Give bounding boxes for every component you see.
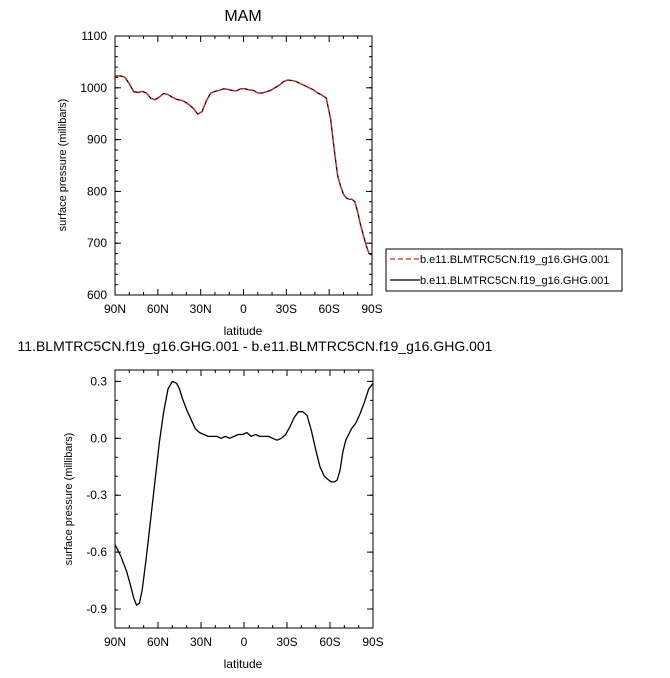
bottom-y-tick-label: -0.6 xyxy=(86,545,107,559)
bottom-x-tick-label: 0 xyxy=(241,635,248,649)
bottom-x-tick-label: 30N xyxy=(190,635,212,649)
bottom-y-tick-label: -0.9 xyxy=(86,602,107,616)
bottom-series-group xyxy=(114,380,374,606)
bottom-y-axis: -0.9 -0.6 -0.3 0.0 0.3 xyxy=(86,374,373,629)
top-chart-title: MAM xyxy=(224,8,261,25)
bottom-y-tick-label: 0.0 xyxy=(90,431,107,445)
top-y-tick-label: 700 xyxy=(87,236,107,250)
top-x-tick-label: 30N xyxy=(190,302,212,316)
bottom-y-tick-label: -0.3 xyxy=(86,488,107,502)
top-y-tick-label: 800 xyxy=(87,184,107,198)
top-series-line-dashed xyxy=(114,75,373,256)
top-x-tick-label: 0 xyxy=(240,302,247,316)
legend: b.e11.BLMTRC5CN.f19_g16.GHG.001 b.e11.BL… xyxy=(385,248,623,292)
top-y-axis: 600 700 800 900 1000 1100 xyxy=(80,29,372,302)
top-y-tick-label: 900 xyxy=(87,133,107,147)
top-y-tick-label: 600 xyxy=(87,288,107,302)
top-series-group xyxy=(114,75,373,256)
top-y-tick-label: 1100 xyxy=(81,29,107,43)
top-x-tick-label: 60N xyxy=(147,302,169,316)
top-x-tick-label: 90S xyxy=(361,302,382,316)
bottom-x-tick-label: 90S xyxy=(362,635,383,649)
bottom-series-line-solid xyxy=(114,380,374,606)
bottom-plot-frame xyxy=(114,369,374,629)
top-x-axis: 90N 60N 30N 0 30S 60S 90S xyxy=(104,36,383,316)
top-x-axis-label: latitude xyxy=(224,324,263,338)
bottom-y-tick-label: 0.3 xyxy=(90,374,107,388)
legend-entry-2: b.e11.BLMTRC5CN.f19_g16.GHG.001 xyxy=(420,275,609,287)
bottom-x-tick-label: 90N xyxy=(104,635,126,649)
bottom-chart: 11.BLMTRC5CN.f19_g16.GHG.001 - b.e11.BLM… xyxy=(18,338,493,671)
top-x-tick-label: 90N xyxy=(104,302,126,316)
bottom-x-tick-label: 60S xyxy=(319,635,340,649)
legend-frame xyxy=(385,248,623,292)
bottom-y-axis-label: surface pressure (millibars) xyxy=(63,433,75,566)
top-x-tick-label: 60S xyxy=(318,302,339,316)
top-series-line-solid xyxy=(115,75,373,256)
top-y-axis-label: surface pressure (millibars) xyxy=(57,99,69,232)
top-x-tick-label: 30S xyxy=(276,302,297,316)
top-y-tick-label: 1000 xyxy=(80,81,107,95)
bottom-x-tick-label: 30S xyxy=(276,635,297,649)
legend-entry-1: b.e11.BLMTRC5CN.f19_g16.GHG.001 xyxy=(420,254,609,266)
bottom-x-tick-label: 60N xyxy=(147,635,169,649)
bottom-chart-title: 11.BLMTRC5CN.f19_g16.GHG.001 - b.e11.BLM… xyxy=(18,338,493,354)
bottom-x-axis: 90N 60N 30N 0 30S 60S 90S xyxy=(104,370,384,649)
top-chart: MAM 90N 60N 30N 0 30S 60S 90S 600 700 800 900 1000… xyxy=(57,8,383,338)
bottom-x-axis-label: latitude xyxy=(224,657,263,671)
top-plot-frame xyxy=(114,35,373,296)
